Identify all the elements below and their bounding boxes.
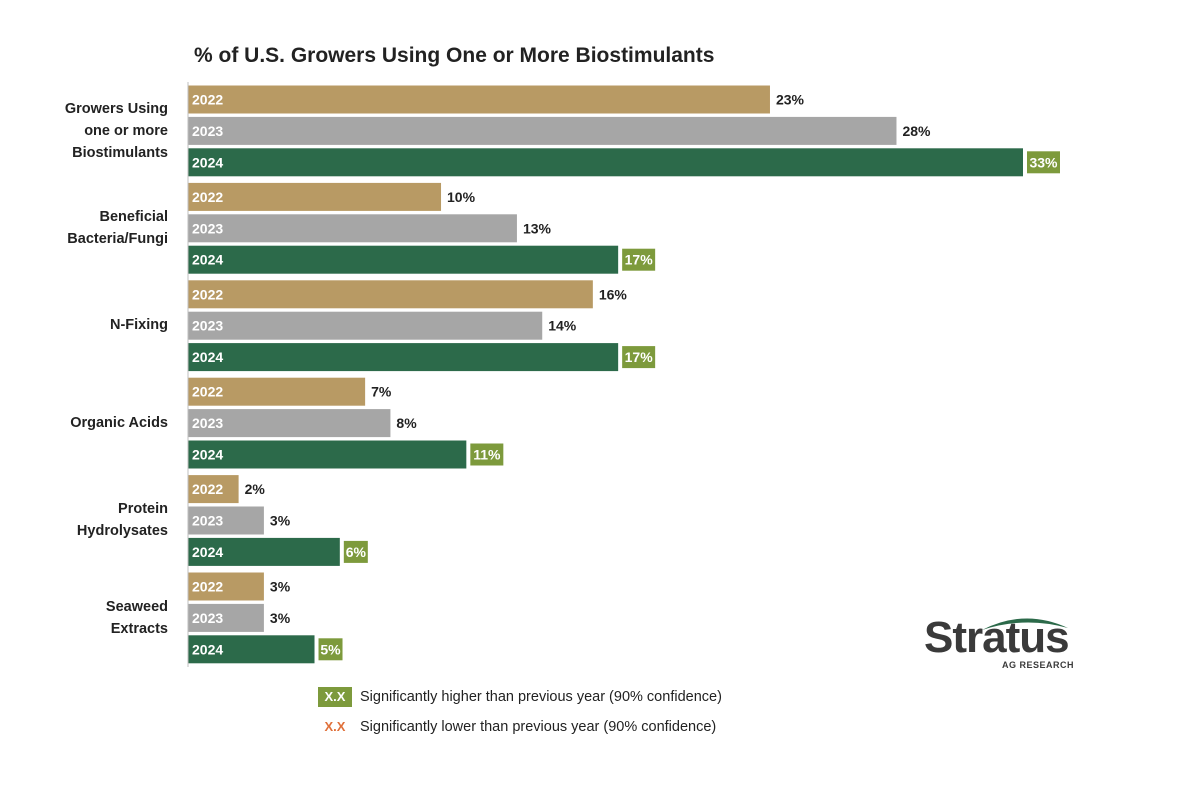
bar-year-label: 2024	[192, 252, 223, 268]
data-label: 6%	[346, 544, 367, 560]
data-label: 23%	[776, 92, 805, 108]
bar-2023-4	[188, 506, 264, 535]
data-label: 8%	[396, 415, 417, 431]
significance-badge	[343, 540, 368, 563]
legend-item-lower: X.X Significantly lower than previous ye…	[318, 716, 717, 738]
logo-subtitle: AG RESEARCH	[1001, 660, 1074, 670]
bar-2022-4	[188, 475, 239, 504]
bar-2023-0	[188, 116, 897, 145]
bar-year-label: 2022	[192, 189, 223, 205]
bar-2023-5	[188, 603, 264, 632]
category-label: N-Fixing	[18, 314, 168, 336]
legend-text-higher: Significantly higher than previous year …	[360, 689, 722, 705]
category-label-line: Beneficial	[99, 209, 169, 225]
significance-badge	[622, 346, 656, 369]
category-label: Protein Hydrolysates	[18, 498, 168, 542]
bar-2024-4	[188, 537, 340, 566]
bar-year-label: 2023	[192, 318, 223, 334]
category-label: Growers Using one or more Biostimulants	[18, 98, 168, 164]
legend-marker-lower: X.X	[324, 719, 346, 734]
category-label-line: Bacteria/Fungi	[67, 231, 168, 247]
bar-2024-2	[188, 343, 619, 372]
bar-2023-1	[188, 214, 517, 243]
significance-badge	[318, 638, 343, 661]
bar-year-label: 2022	[192, 286, 223, 302]
data-label: 17%	[625, 252, 654, 268]
bar-2022-2	[188, 280, 593, 309]
bar-year-label: 2022	[192, 92, 223, 108]
bar-2024-1	[188, 245, 619, 274]
bar-year-label: 2024	[192, 447, 223, 463]
bar-year-label: 2023	[192, 610, 223, 626]
category-label-line: Biostimulants	[72, 144, 168, 161]
swoosh-icon	[982, 618, 1068, 630]
category-label-line: Extracts	[110, 620, 168, 637]
bar-2022-5	[188, 572, 264, 601]
data-label: 5%	[320, 641, 341, 657]
category-label-line: Hydrolysates	[76, 523, 168, 540]
data-label: 14%	[548, 318, 577, 334]
bar-year-label: 2024	[192, 349, 223, 365]
legend-text-lower: Significantly lower than previous year (…	[360, 719, 717, 735]
category-label-line: one or more	[84, 122, 168, 139]
data-label: 10%	[447, 189, 476, 205]
chart-title: % of U.S. Growers Using One or More Bios…	[194, 44, 715, 67]
bar-year-label: 2023	[192, 123, 223, 139]
bar-2023-2	[188, 311, 543, 340]
bar-2022-1	[188, 182, 442, 211]
logo-wordmark: Stratus	[924, 613, 1070, 662]
data-label: 17%	[625, 349, 654, 365]
data-label: 33%	[1029, 154, 1058, 170]
stratus-logo: Stratus AG RESEARCH	[920, 612, 1080, 674]
data-label: 3%	[270, 579, 291, 595]
bar-2022-3	[188, 377, 366, 406]
category-label-line: N-Fixing	[110, 317, 168, 334]
bar-year-label: 2024	[192, 154, 223, 170]
bar-year-label: 2023	[192, 415, 223, 431]
category-label-line: Organic Acids	[70, 414, 168, 431]
data-label: 2%	[245, 481, 266, 497]
data-label: 7%	[371, 384, 392, 400]
bar-year-label: 2024	[192, 544, 223, 560]
category-label: Seaweed Extracts	[18, 596, 168, 640]
data-label: 3%	[270, 610, 291, 626]
bar-year-label: 2023	[192, 220, 223, 236]
legend-marker-higher: X.X	[318, 687, 352, 707]
bar-2024-3	[188, 440, 467, 469]
significance-badge	[470, 443, 504, 466]
significance-badge	[622, 248, 656, 271]
bar-year-label: 2022	[192, 579, 223, 595]
bar-2024-5	[188, 635, 315, 664]
bar-year-label: 2022	[192, 384, 223, 400]
bar-2023-3	[188, 409, 391, 438]
data-label: 13%	[523, 220, 552, 236]
bar-year-label: 2023	[192, 513, 223, 529]
bar-year-label: 2024	[192, 641, 223, 657]
data-label: 16%	[599, 286, 628, 302]
bar-year-label: 2022	[192, 481, 223, 497]
category-label-line: Growers Using	[64, 100, 168, 117]
category-label: Organic Acids	[18, 412, 168, 434]
legend-item-higher: X.X Significantly higher than previous y…	[318, 686, 722, 708]
category-label: Beneficial Bacteria/Fungi	[18, 206, 168, 250]
data-label: 11%	[473, 447, 501, 463]
data-label: 3%	[270, 513, 291, 529]
data-label: 28%	[902, 123, 931, 139]
category-label-line: Protein	[118, 501, 168, 518]
bar-2022-0	[188, 85, 770, 114]
category-label-line: Seaweed	[105, 598, 168, 615]
bar-2024-0	[188, 148, 1023, 177]
significance-badge	[1027, 151, 1060, 174]
